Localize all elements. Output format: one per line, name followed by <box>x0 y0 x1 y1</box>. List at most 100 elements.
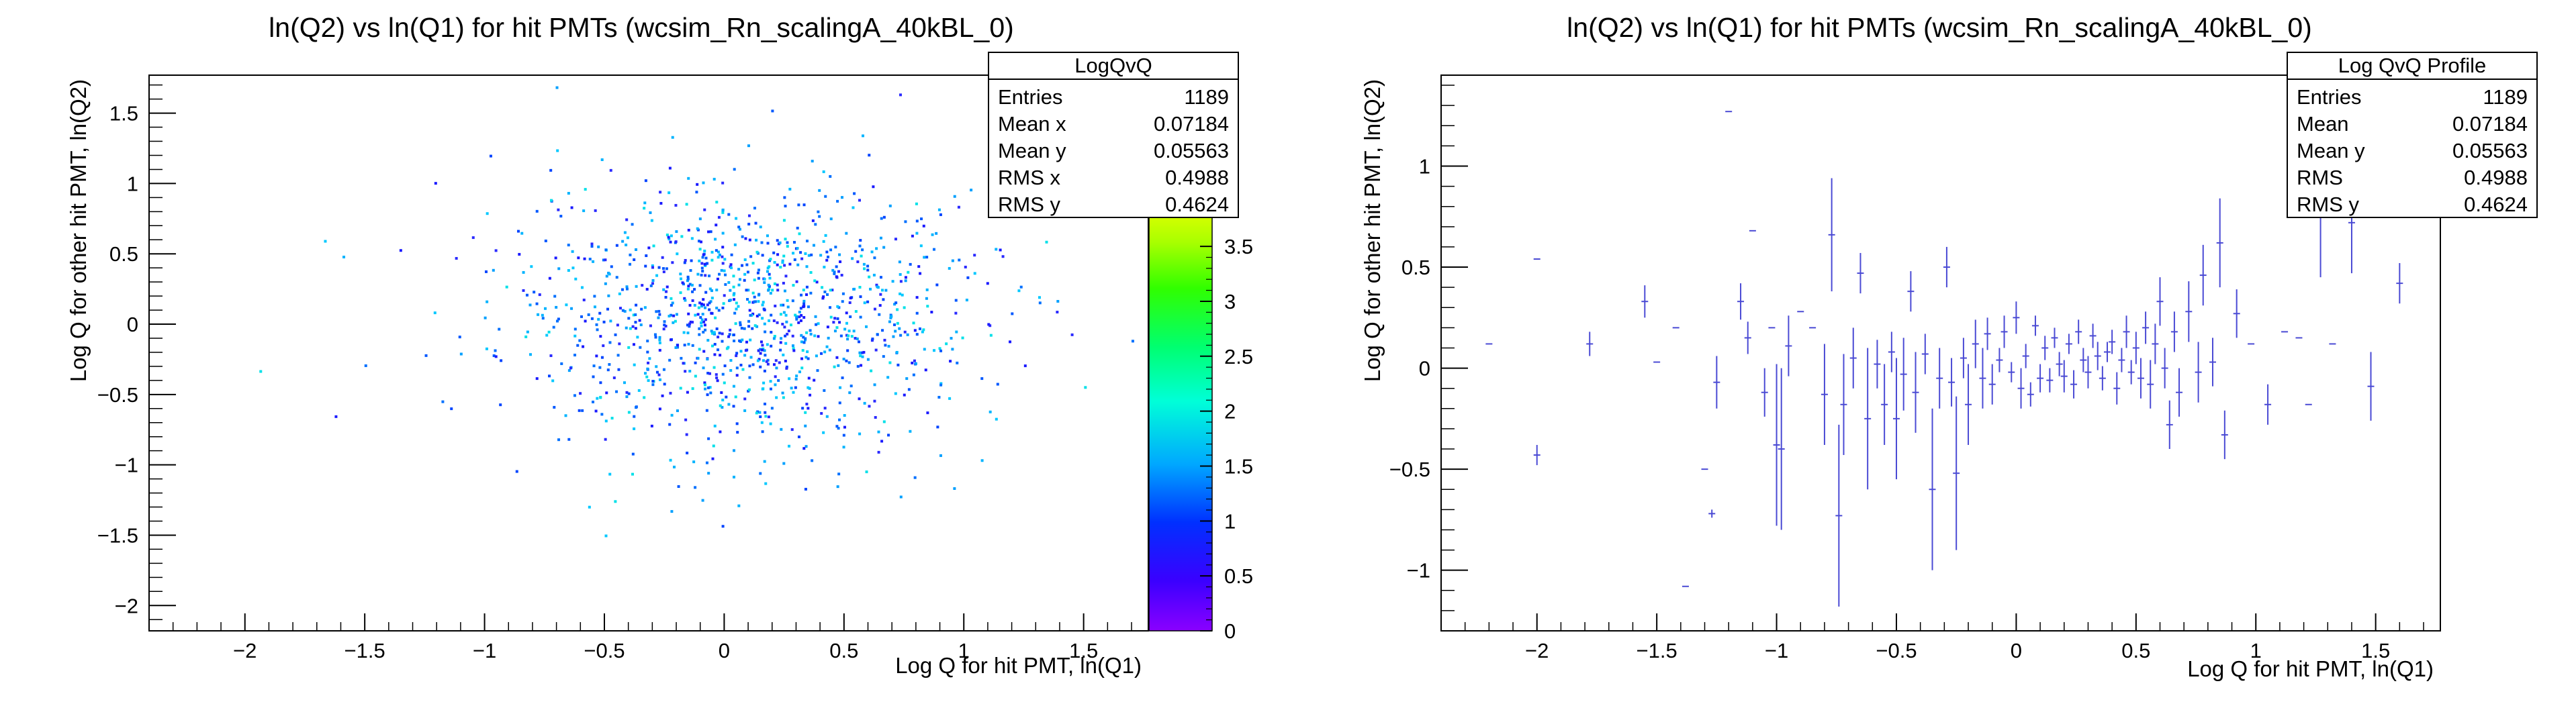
heatmap-cell <box>737 305 740 308</box>
heatmap-cell <box>676 252 679 256</box>
heatmap-cell <box>715 306 719 309</box>
heatmap-cell <box>831 289 834 292</box>
heatmap-cell <box>676 409 679 413</box>
heatmap-cell <box>909 262 912 266</box>
heatmap-cell <box>837 306 841 309</box>
heatmap-cell <box>799 307 802 310</box>
left-title: ln(Q2) vs ln(Q1) for hit PMTs (wcsim_Rn_… <box>269 12 1014 43</box>
heatmap-cell <box>823 407 827 410</box>
heatmap-cell <box>781 259 784 262</box>
heatmap-cell <box>769 422 772 425</box>
heatmap-cell <box>853 192 856 195</box>
heatmap-cell <box>570 206 573 209</box>
heatmap-cell <box>686 287 690 291</box>
profile-point <box>2094 342 2101 370</box>
heatmap-cell <box>583 257 586 260</box>
heatmap-cell <box>663 323 666 327</box>
heatmap-cell <box>535 377 539 381</box>
heatmap-cell <box>700 266 704 270</box>
heatmap-cell <box>893 323 896 326</box>
heatmap-cell <box>631 223 634 226</box>
y-tick-label: 0.5 <box>1401 256 1430 279</box>
heatmap-cell <box>757 293 761 296</box>
heatmap-cell <box>780 303 783 307</box>
heatmap-cell <box>688 370 692 373</box>
profile-point <box>1849 327 1857 389</box>
heatmap-cell <box>899 495 903 499</box>
heatmap-cell <box>771 109 774 113</box>
heatmap-cell <box>841 376 844 380</box>
heatmap-cell <box>710 330 713 333</box>
heatmap-cell <box>886 376 890 379</box>
heatmap-cell <box>717 256 720 259</box>
heatmap-cell <box>858 351 862 354</box>
heatmap-cell <box>775 396 778 399</box>
right-profile-points <box>1485 111 2403 607</box>
heatmap-cell <box>651 266 655 269</box>
heatmap-cell <box>665 267 668 270</box>
heatmap-cell <box>663 383 666 386</box>
profile-point <box>2000 315 2008 348</box>
heatmap-cell <box>433 311 436 315</box>
heatmap-cell <box>655 365 658 368</box>
heatmap-cell <box>602 258 605 262</box>
heatmap-cell <box>721 405 724 409</box>
heatmap-cell <box>749 313 752 317</box>
heatmap-cell <box>682 331 686 334</box>
heatmap-cell <box>824 195 827 198</box>
heatmap-cell <box>573 354 577 357</box>
heatmap-cell <box>776 253 780 256</box>
heatmap-cell <box>767 283 770 287</box>
heatmap-cell <box>658 378 661 381</box>
heatmap-cell <box>887 344 890 348</box>
heatmap-cell <box>667 236 670 239</box>
heatmap-cell <box>768 259 772 262</box>
heatmap-cell <box>625 285 629 289</box>
heatmap-cell <box>873 256 876 260</box>
heatmap-cell <box>629 253 632 256</box>
heatmap-cell <box>954 299 958 302</box>
heatmap-cell <box>822 295 825 299</box>
heatmap-cell <box>735 422 739 425</box>
right-stats-box: Log QvQ Profile Entries 1189 Mean 0.07184 Me… <box>2287 52 2538 218</box>
heatmap-cell <box>743 258 747 262</box>
heatmap-cell <box>839 386 842 389</box>
heatmap-cell <box>861 351 864 354</box>
heatmap-cell <box>670 510 674 513</box>
heatmap-cell <box>753 324 757 327</box>
profile-point <box>1988 364 1996 405</box>
profile-point <box>2022 344 2029 368</box>
heatmap-cell <box>608 272 611 276</box>
heatmap-cell <box>716 277 719 281</box>
heatmap-cell <box>729 328 732 332</box>
heatmap-cell <box>951 259 954 262</box>
heatmap-cell <box>811 459 814 462</box>
heatmap-cell <box>259 370 263 373</box>
heatmap-cell <box>788 262 792 266</box>
heatmap-cell <box>640 307 643 311</box>
heatmap-cell <box>679 291 682 295</box>
heatmap-cell <box>747 388 751 391</box>
profile-point <box>1953 396 1960 550</box>
heatmap-cell <box>914 362 917 365</box>
heatmap-cell <box>687 285 690 288</box>
heatmap-cell <box>567 191 570 195</box>
heatmap-cell <box>836 485 839 489</box>
heatmap-cell <box>907 270 910 274</box>
heatmap-cell <box>841 196 844 199</box>
heatmap-cell <box>776 239 779 242</box>
heatmap-cell <box>769 291 772 295</box>
heatmap-cell <box>651 383 655 387</box>
heatmap-cell <box>782 219 786 222</box>
heatmap-cell <box>631 472 635 476</box>
heatmap-cell <box>866 268 870 272</box>
heatmap-cell <box>839 334 843 338</box>
heatmap-cell <box>781 391 784 395</box>
heatmap-cell <box>849 315 852 319</box>
heatmap-cell <box>753 279 756 282</box>
heatmap-cell <box>800 366 804 370</box>
heatmap-cell <box>923 348 926 351</box>
heatmap-cell <box>724 283 727 286</box>
heatmap-cell <box>922 224 925 228</box>
heatmap-cell <box>835 356 839 359</box>
